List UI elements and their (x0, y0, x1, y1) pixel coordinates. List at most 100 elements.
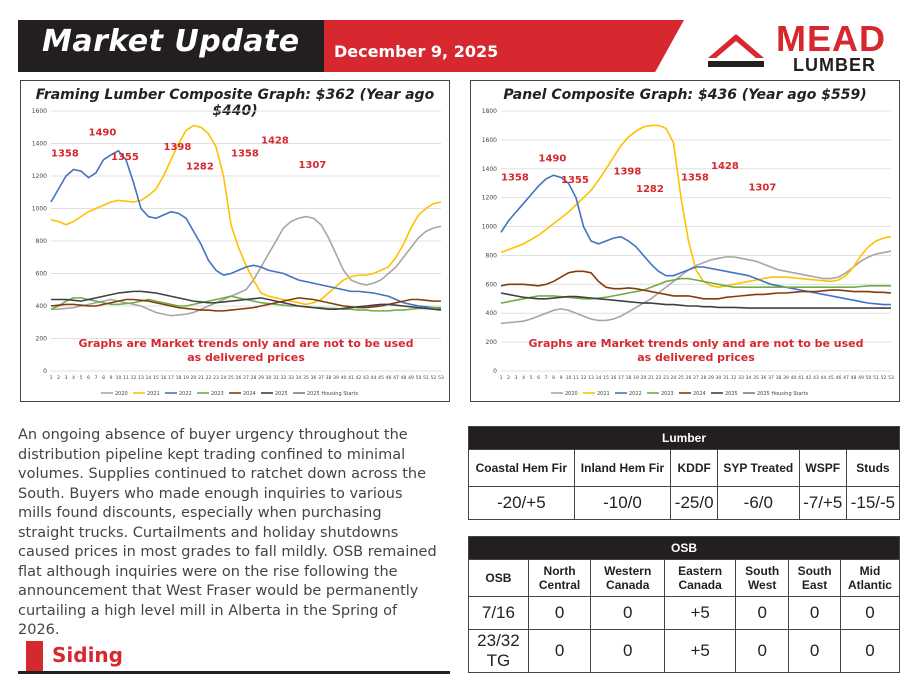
x-tick-label: 33 (738, 375, 744, 381)
legend-label: 2025 Housing Starts (307, 391, 358, 397)
table-cell: -6/0 (717, 486, 800, 520)
column-header: Studs (845, 449, 901, 487)
column-header: Coastal Hem Fir (468, 449, 575, 487)
x-tick-label: 44 (371, 375, 377, 381)
x-tick-label: 22 (206, 375, 212, 381)
table-cell: +5 (664, 596, 737, 630)
y-tick-label: 600 (486, 281, 498, 288)
series-line-2020 (500, 250, 892, 325)
x-tick-label: 52 (881, 375, 887, 381)
framing-lumber-chart: Framing Lumber Composite Graph: $362 (Ye… (20, 80, 450, 402)
x-tick-label: 49 (858, 375, 864, 381)
x-tick-label: 26 (236, 375, 242, 381)
x-tick-label: 13 (588, 375, 594, 381)
x-tick-label: 42 (806, 375, 812, 381)
x-tick-label: 40 (341, 375, 347, 381)
x-tick-label: 37 (318, 375, 324, 381)
x-tick-label: 40 (791, 375, 797, 381)
x-tick-label: 36 (761, 375, 767, 381)
section-marker (26, 641, 43, 671)
x-tick-label: 36 (311, 375, 317, 381)
x-tick-label: 35 (753, 375, 759, 381)
x-tick-label: 23 (663, 375, 669, 381)
data-label: 1428 (711, 161, 739, 172)
x-tick-label: 43 (813, 375, 819, 381)
x-tick-label: 12 (581, 375, 587, 381)
data-label: 1398 (614, 167, 642, 178)
x-tick-label: 18 (176, 375, 182, 381)
x-tick-label: 42 (356, 375, 362, 381)
y-tick-label: 1000 (482, 224, 497, 231)
disclaimer-text: Graphs are Market trends only and are no… (79, 337, 414, 350)
x-tick-label: 3 (65, 375, 68, 381)
x-tick-label: 33 (288, 375, 294, 381)
x-tick-label: 19 (183, 375, 189, 381)
x-tick-label: 43 (363, 375, 369, 381)
data-label: 1358 (231, 149, 259, 160)
column-header: North Central (527, 559, 592, 597)
table-cell: -15/-5 (845, 486, 901, 520)
x-tick-label: 24 (221, 375, 227, 381)
x-tick-label: 14 (596, 375, 602, 381)
column-header: South West (735, 559, 790, 597)
data-label: 1398 (164, 142, 192, 153)
x-tick-label: 30 (716, 375, 722, 381)
x-tick-label: 4 (72, 375, 75, 381)
y-tick-label: 1600 (482, 137, 497, 144)
y-tick-label: 800 (36, 238, 48, 245)
x-tick-label: 10 (566, 375, 572, 381)
y-tick-label: 800 (486, 252, 498, 259)
disclaimer-text: Graphs are Market trends only and are no… (529, 337, 864, 350)
data-label: 1307 (299, 160, 327, 171)
market-commentary: An ongoing absence of buyer urgency thro… (18, 427, 437, 638)
series-line-2022 (50, 149, 442, 310)
x-tick-label: 41 (348, 375, 354, 381)
x-tick-label: 27 (693, 375, 699, 381)
x-tick-label: 9 (110, 375, 113, 381)
y-tick-label: 1200 (482, 195, 497, 202)
data-label: 1358 (501, 172, 529, 183)
disclaimer-text: as delivered prices (187, 351, 305, 364)
legend-label: 2025 (725, 391, 738, 397)
series-line-2024 (500, 270, 892, 300)
y-tick-label: 200 (486, 339, 498, 346)
x-tick-label: 38 (776, 375, 782, 381)
logo-word: MEAD (776, 18, 886, 59)
series-line-2025 (51, 290, 442, 311)
x-tick-label: 48 (851, 375, 857, 381)
x-tick-label: 39 (783, 375, 789, 381)
table-cell: 0 (788, 629, 841, 673)
legend-label: 2021 (597, 391, 610, 397)
y-tick-label: 1600 (32, 108, 47, 115)
osb-price-table: OSB OSB North Central Western Canada Eas… (468, 536, 901, 673)
legend-label: 2024 (243, 391, 256, 397)
x-tick-label: 17 (168, 375, 174, 381)
y-tick-label: 0 (493, 368, 497, 375)
section-title-siding: Siding (52, 643, 123, 667)
x-tick-label: 15 (603, 375, 609, 381)
x-tick-label: 38 (326, 375, 332, 381)
x-tick-label: 27 (243, 375, 249, 381)
y-tick-label: 1200 (32, 173, 47, 180)
x-tick-label: 10 (116, 375, 122, 381)
x-tick-label: 6 (87, 375, 90, 381)
x-tick-label: 25 (228, 375, 234, 381)
y-tick-label: 400 (486, 310, 498, 317)
x-tick-label: 50 (416, 375, 422, 381)
table-cell: 0 (590, 596, 666, 630)
y-tick-label: 400 (36, 303, 48, 310)
x-tick-label: 26 (686, 375, 692, 381)
x-tick-label: 21 (648, 375, 654, 381)
series-line-2022 (500, 174, 891, 306)
x-tick-label: 13 (138, 375, 144, 381)
x-tick-label: 29 (708, 375, 714, 381)
data-label: 1355 (111, 152, 139, 163)
house-roof-icon (708, 34, 764, 58)
x-tick-label: 53 (888, 375, 894, 381)
x-tick-label: 7 (95, 375, 98, 381)
page-title: Market Update (42, 24, 300, 59)
x-tick-label: 49 (408, 375, 414, 381)
series-line-2021 (50, 124, 442, 306)
data-label: 1282 (186, 162, 214, 173)
